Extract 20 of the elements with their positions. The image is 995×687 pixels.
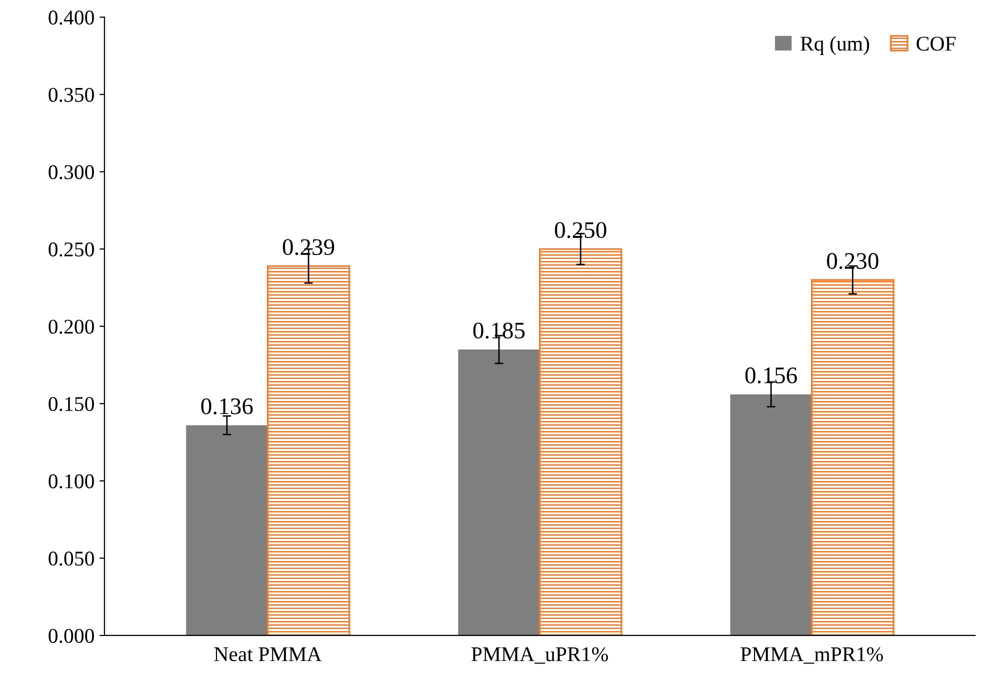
data-label: 0.239 xyxy=(282,239,334,256)
y-tick-label: 0.200 xyxy=(48,320,94,334)
data-label: 0.156 xyxy=(745,367,797,384)
y-tick-label: 0.050 xyxy=(48,552,94,566)
y-tick-label: 0.100 xyxy=(48,474,94,488)
x-tick-label: Neat PMMA xyxy=(214,647,322,662)
x-tick-label: PMMA_mPR1% xyxy=(740,647,883,664)
y-tick-label: 0.400 xyxy=(48,10,94,25)
data-label: 0.230 xyxy=(827,253,878,270)
x-tick-label: PMMA_uPR1% xyxy=(472,647,608,664)
y-tick-label: 0.150 xyxy=(48,396,94,412)
data-label: 0.185 xyxy=(473,322,525,339)
y-tick-label: 0.350 xyxy=(48,88,94,102)
y-tick-label: 0.000 xyxy=(48,628,94,643)
data-label: 0.250 xyxy=(554,222,606,238)
data-label: 0.136 xyxy=(201,398,253,414)
y-tick-label: 0.300 xyxy=(48,165,94,180)
legend-label: COF xyxy=(916,36,956,51)
legend-label: Rq (um) xyxy=(800,36,870,55)
y-tick-label: 0.250 xyxy=(48,242,94,257)
